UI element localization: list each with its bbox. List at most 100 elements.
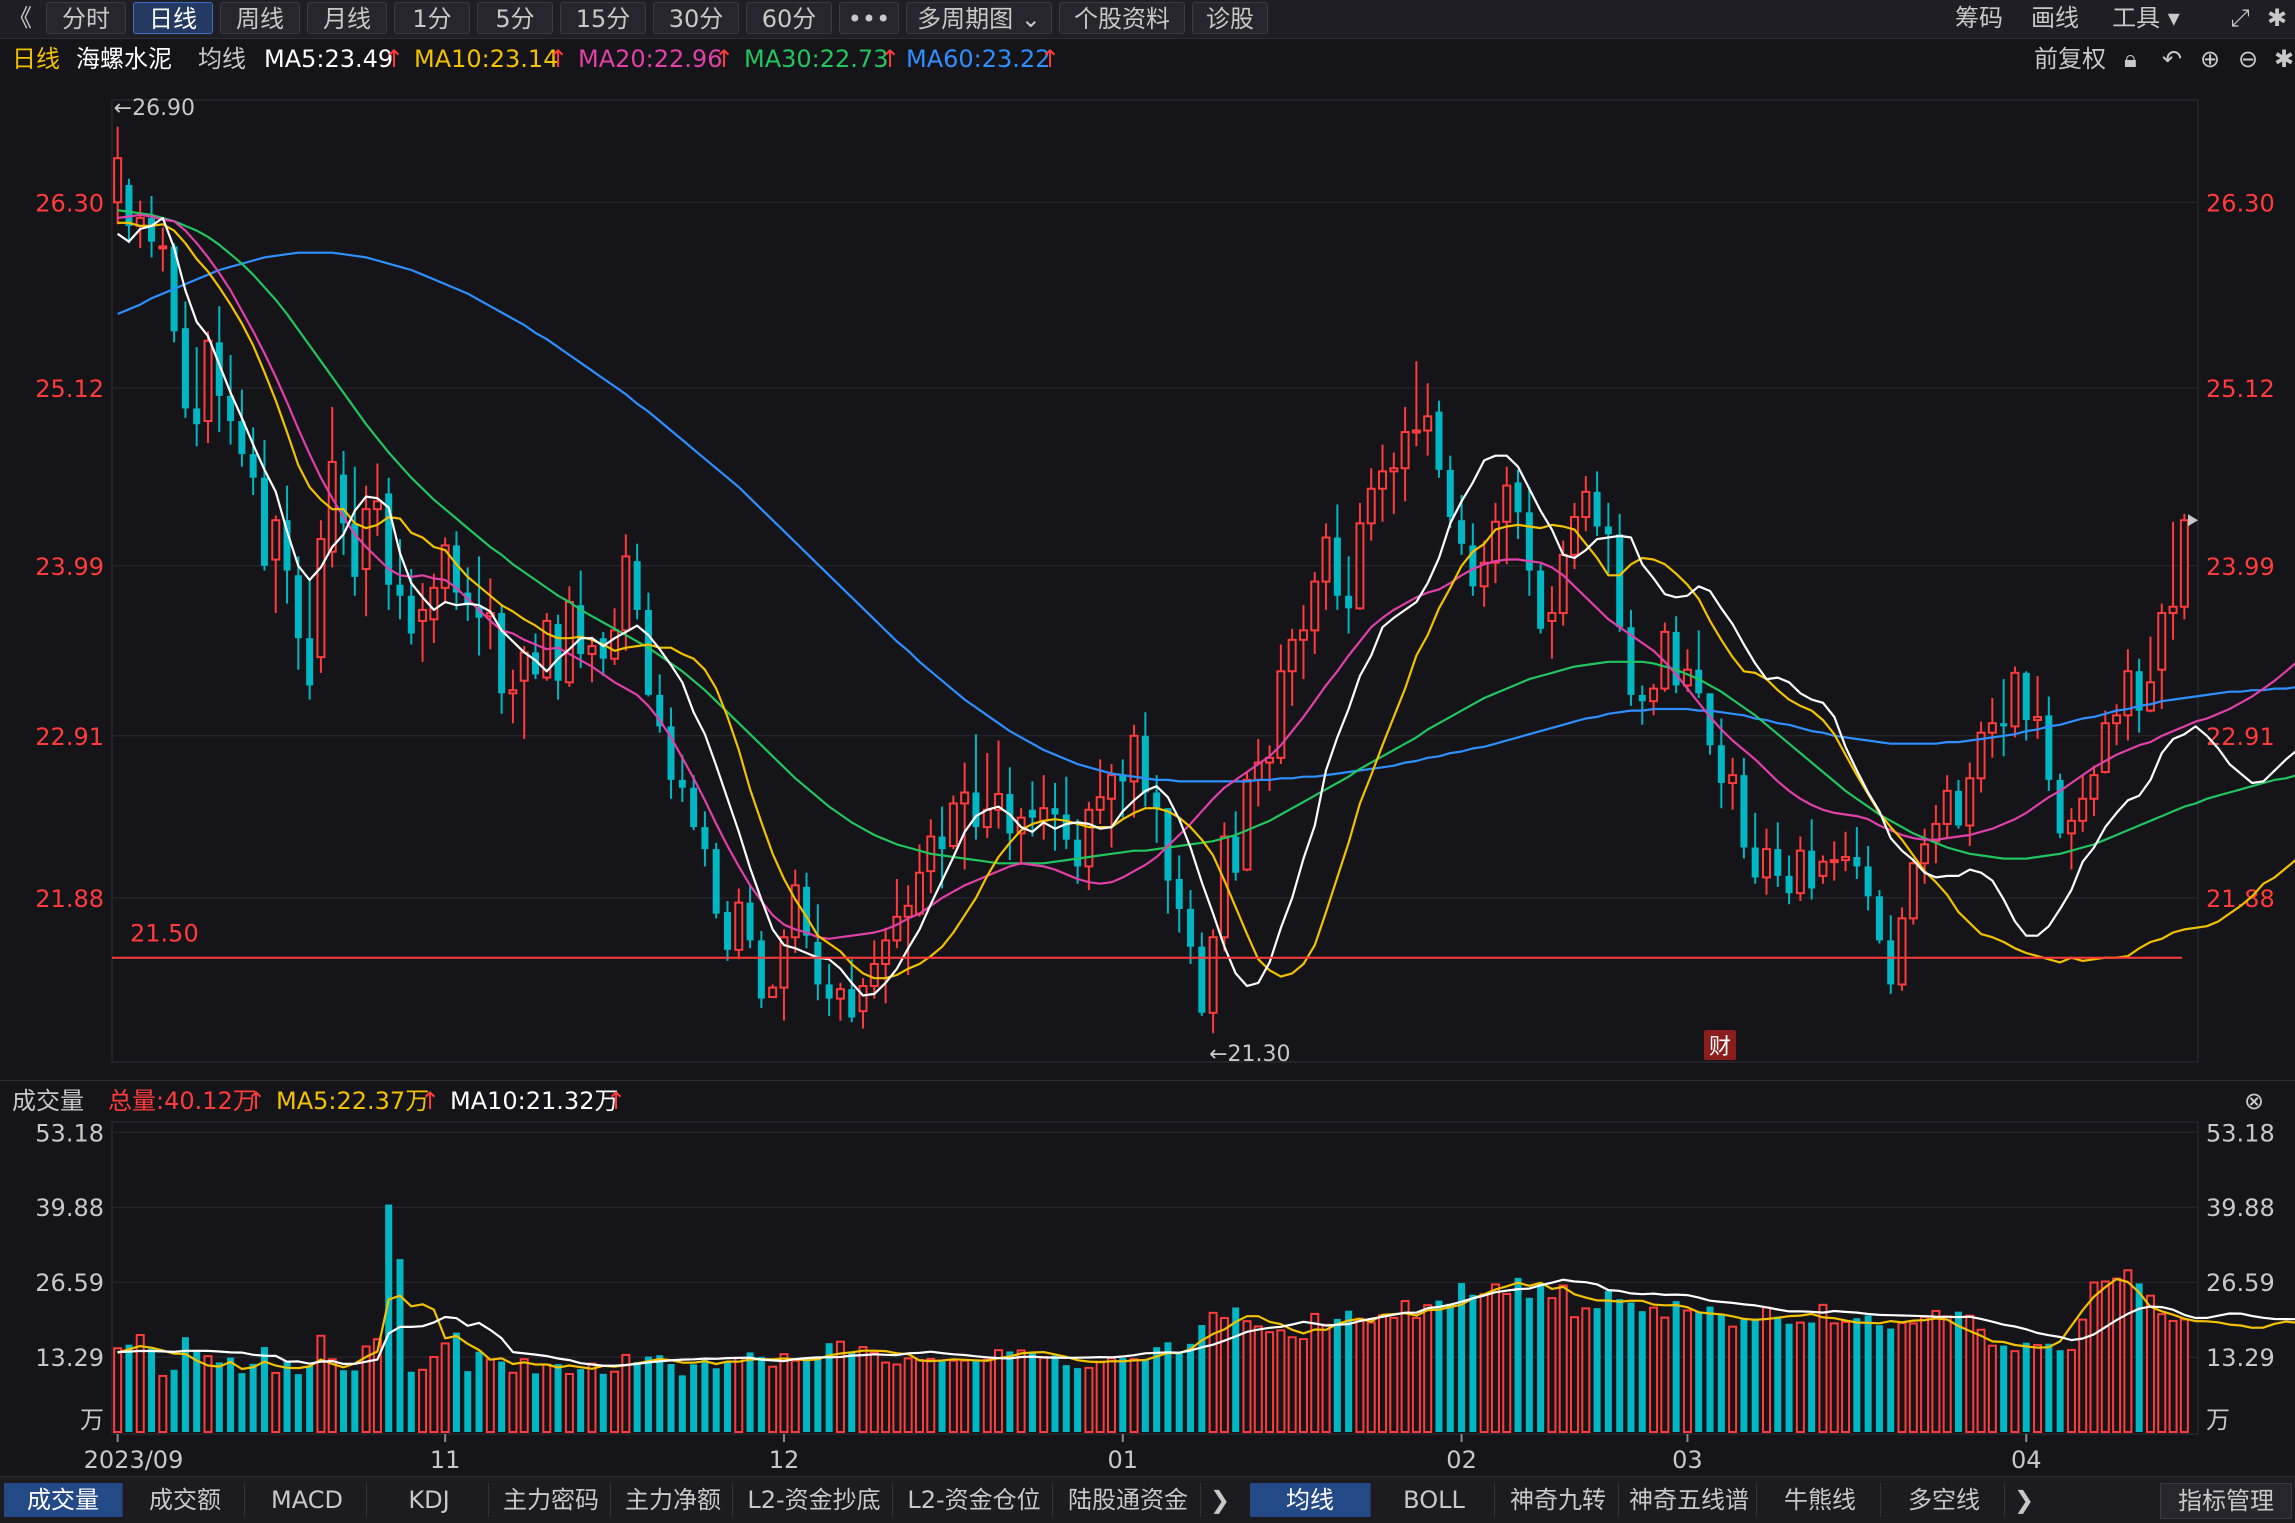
candle-body [193, 408, 201, 425]
tab-long-short[interactable]: 多空线 [1884, 1483, 2005, 1517]
tab-ma[interactable]: 均线 [1250, 1483, 1371, 1517]
volume-bar [746, 1352, 754, 1432]
candle-body [587, 645, 597, 655]
draw-line-button[interactable]: 画线 [2031, 4, 2079, 32]
indicator-label[interactable]: 均线 [198, 45, 246, 73]
chips-button[interactable]: 筹码 [1955, 4, 2003, 32]
candle-body [1253, 761, 1263, 781]
more-periods-button[interactable]: ••• [839, 2, 899, 34]
period-tab-30min[interactable]: 30分 [653, 2, 739, 34]
chevron-right-icon-2[interactable]: ❯ [2013, 1486, 2035, 1514]
volume-bar [135, 1334, 145, 1434]
volume-bar [2078, 1318, 2088, 1434]
volume-bar [238, 1373, 246, 1432]
period-toolbar: 《 分时 日线 周线 月线 1分 5分 15分 30分 60分 ••• 多周期图… [0, 0, 2295, 39]
volume-bar [1525, 1297, 1533, 1432]
period-tab-daily[interactable]: 日线 [133, 2, 213, 34]
indicator-manage-button[interactable]: 指标管理 [2160, 1483, 2292, 1519]
tab-boll[interactable]: BOLL [1374, 1483, 1495, 1517]
volume-tick-label-right: 13.29 [2206, 1344, 2275, 1372]
volume-bar [577, 1369, 585, 1432]
volume-bar [1920, 1315, 1930, 1433]
period-tab-5min[interactable]: 5分 [477, 2, 553, 34]
volume-bar [903, 1357, 913, 1433]
volume-bar [1389, 1316, 1399, 1434]
volume-bar [1514, 1277, 1522, 1432]
close-volume-icon[interactable]: ⊗ [2244, 1087, 2265, 1115]
candle-body [1774, 849, 1782, 876]
chevron-right-icon[interactable]: ❯ [1209, 1486, 1231, 1514]
volume-bar [644, 1356, 652, 1432]
candle-body [892, 915, 902, 942]
volume-bar [1298, 1338, 1308, 1433]
volume-bar [2100, 1280, 2110, 1433]
tools-dropdown[interactable]: 工具 ▾ [2112, 4, 2180, 32]
volume-bar [1638, 1311, 1646, 1432]
period-tab-monthly[interactable]: 月线 [307, 2, 387, 34]
back-icon[interactable]: 《 [8, 4, 32, 32]
tab-macd[interactable]: MACD [248, 1483, 367, 1517]
tab-main-force-code[interactable]: 主力密码 [492, 1483, 611, 1517]
candle-body [982, 808, 992, 829]
period-tab-15min[interactable]: 15分 [560, 2, 646, 34]
low-price-label: ←21.30 [1209, 1042, 1290, 1067]
tab-turnover[interactable]: 成交额 [126, 1483, 245, 1517]
month-label: 11 [430, 1446, 461, 1474]
diagnose-button[interactable]: 诊股 [1192, 2, 1268, 34]
stock-profile-button[interactable]: 个股资料 [1059, 2, 1185, 34]
volume-bar [1242, 1320, 1252, 1433]
tab-bull-bear[interactable]: 牛熊线 [1760, 1483, 1881, 1517]
volume-bar [858, 1346, 868, 1434]
ma30-value: MA30:22.73 [744, 45, 889, 73]
tab-magic-five-lines[interactable]: 神奇五线谱 [1622, 1483, 1757, 1517]
candle-body [972, 792, 980, 828]
lock-icon[interactable]: 🔒︎ [2124, 45, 2137, 73]
volume-bar [1570, 1316, 1580, 1433]
candle-body [1016, 816, 1026, 835]
tab-l2-bottom-fishing[interactable]: L2-资金抄底 [736, 1483, 893, 1517]
volume-bar [768, 1365, 778, 1434]
candle-body [418, 608, 428, 622]
candle-body [1695, 669, 1703, 694]
price-tick-label-left: 25.12 [35, 375, 104, 403]
candle-body [1490, 520, 1500, 564]
zoom-out-icon[interactable]: ⊖ [2238, 45, 2259, 73]
tab-kdj[interactable]: KDJ [370, 1483, 489, 1517]
ma60-line [117, 251, 2295, 783]
period-tab-60min[interactable]: 60分 [746, 2, 832, 34]
candle-body [1740, 775, 1748, 848]
candle-body [238, 421, 246, 455]
ma20-arrow-icon: ↑ [714, 45, 735, 73]
tab-volume[interactable]: 成交量 [4, 1483, 123, 1517]
period-tab-intraday[interactable]: 分时 [46, 2, 126, 34]
volume-bar [1164, 1342, 1172, 1432]
volume-bar [599, 1373, 607, 1432]
volume-bar [158, 1374, 168, 1434]
volume-ma5-line [117, 1277, 2295, 1371]
volume-panel-frame [111, 1121, 2199, 1435]
month-label: 12 [769, 1446, 800, 1474]
fullscreen-icon[interactable]: ⤢ [2230, 4, 2250, 32]
candle-body [170, 246, 178, 332]
volume-unit-right: 万 [2206, 1406, 2230, 1434]
candle-body [113, 157, 123, 204]
volume-bar [1976, 1328, 1986, 1433]
period-tab-weekly[interactable]: 周线 [220, 2, 300, 34]
candle-body [1378, 470, 1388, 490]
volume-bar [2010, 1350, 2020, 1434]
undo-icon[interactable]: ↶ [2162, 45, 2183, 73]
period-tab-1min[interactable]: 1分 [394, 2, 470, 34]
volume-bar [1119, 1358, 1127, 1432]
multi-period-dropdown[interactable]: 多周期图 ⌄ [906, 2, 1052, 34]
candle-body [1649, 687, 1659, 703]
tab-main-force-net[interactable]: 主力净额 [614, 1483, 733, 1517]
candle-body [1333, 537, 1341, 596]
tab-northbound[interactable]: 陆股通资金 [1056, 1483, 1201, 1517]
settings-small-icon[interactable]: ✱ [2274, 45, 2295, 73]
adjust-mode-button[interactable]: 前复权 [2034, 45, 2106, 73]
tab-l2-position[interactable]: L2-资金仓位 [896, 1483, 1053, 1517]
volume-bar [779, 1353, 789, 1434]
tab-magic-nine[interactable]: 神奇九转 [1498, 1483, 1619, 1517]
settings-icon[interactable]: ✱ [2266, 4, 2288, 32]
zoom-in-icon[interactable]: ⊕ [2200, 45, 2221, 73]
